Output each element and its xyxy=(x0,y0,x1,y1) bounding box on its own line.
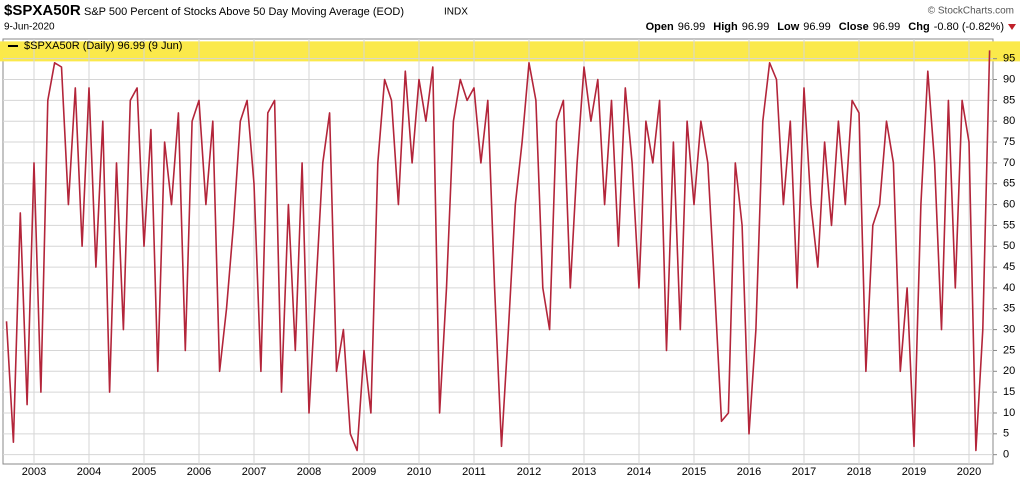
quote-label: Chg xyxy=(908,21,929,33)
x-tick-label: 2004 xyxy=(77,466,101,478)
x-tick-label: 2010 xyxy=(407,466,431,478)
y-tick-label: 0 xyxy=(1003,449,1009,461)
y-tick-label: 70 xyxy=(1003,157,1015,169)
y-tick-label: 65 xyxy=(1003,178,1015,190)
x-tick-label: 2015 xyxy=(682,466,706,478)
y-tick-label: 40 xyxy=(1003,282,1015,294)
y-tick-label: 45 xyxy=(1003,261,1015,273)
quote-value: 96.99 xyxy=(873,21,901,33)
quote-label: Open xyxy=(646,21,674,33)
y-tick-label: 95 xyxy=(1003,53,1015,65)
chart-title: S&P 500 Percent of Stocks Above 50 Day M… xyxy=(84,6,404,18)
y-tick-label: 20 xyxy=(1003,365,1015,377)
y-tick-label: 10 xyxy=(1003,407,1015,419)
x-tick-label: 2019 xyxy=(902,466,926,478)
date: 9-Jun-2020 xyxy=(4,22,55,33)
plot-frame xyxy=(2,38,994,465)
down-arrow xyxy=(1008,24,1016,30)
x-tick-label: 2018 xyxy=(847,466,871,478)
x-tick-label: 2009 xyxy=(352,466,376,478)
x-tick-label: 2017 xyxy=(792,466,816,478)
x-tick-label: 2005 xyxy=(132,466,156,478)
y-tick-label: 35 xyxy=(1003,303,1015,315)
y-tick-label: 50 xyxy=(1003,240,1015,252)
series-line xyxy=(5,50,991,452)
x-tick-label: 2006 xyxy=(187,466,211,478)
y-tick-label: 55 xyxy=(1003,219,1015,231)
x-tick-label: 2013 xyxy=(572,466,596,478)
x-tick-label: 2014 xyxy=(627,466,651,478)
y-tick-label: 80 xyxy=(1003,115,1015,127)
x-tick-label: 2003 xyxy=(22,466,46,478)
y-tick-label: 60 xyxy=(1003,198,1015,210)
last-value-band xyxy=(0,41,1020,62)
y-tick-label: 5 xyxy=(1003,428,1009,440)
x-tick-label: 2007 xyxy=(242,466,266,478)
quote-value: 96.99 xyxy=(678,21,706,33)
quote-label: Close xyxy=(839,21,869,33)
source: © StockCharts.com xyxy=(928,6,1014,17)
x-tick-label: 2008 xyxy=(297,466,321,478)
y-tick-label: 25 xyxy=(1003,344,1015,356)
symbol: $SPXA50R xyxy=(4,2,81,19)
y-tick-label: 90 xyxy=(1003,73,1015,85)
quote-value: 96.99 xyxy=(803,21,831,33)
quote-label: Low xyxy=(777,21,799,33)
quote: Open 96.99 High 96.99 Low 96.99 Close 96.99 Chg -… xyxy=(646,21,1004,33)
x-tick-label: 2016 xyxy=(737,466,761,478)
x-tick-label: 2012 xyxy=(517,466,541,478)
exchange: INDX xyxy=(444,7,468,18)
y-tick-label: 30 xyxy=(1003,324,1015,336)
quote-value: -0.80 (-0.82%) xyxy=(934,21,1004,33)
y-tick-label: 15 xyxy=(1003,386,1015,398)
x-tick-label: 2020 xyxy=(957,466,981,478)
quote-label: High xyxy=(713,21,738,33)
quote-value: 96.99 xyxy=(742,21,770,33)
y-tick-label: 85 xyxy=(1003,94,1015,106)
y-tick-label: 75 xyxy=(1003,136,1015,148)
legend-label: $SPXA50R (Daily) 96.99 (9 Jun) xyxy=(24,40,182,52)
x-tick-label: 2011 xyxy=(462,466,486,478)
